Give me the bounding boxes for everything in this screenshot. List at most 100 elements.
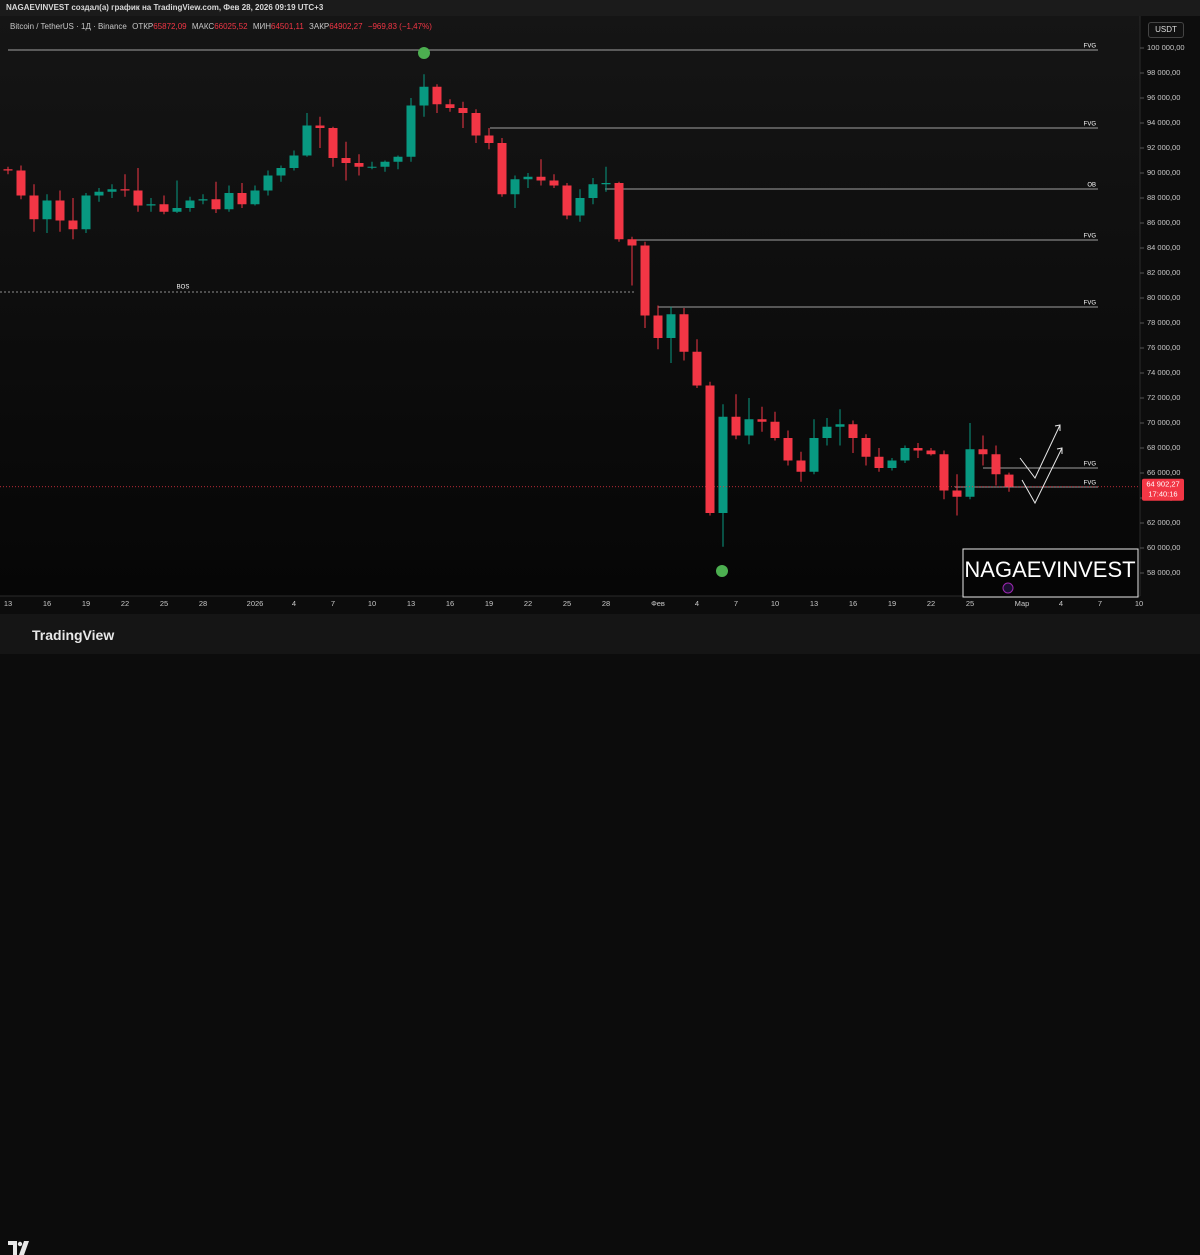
candle-body (562, 185, 572, 216)
candle-body (510, 179, 520, 195)
x-tick-label: 19 (888, 599, 896, 608)
y-tick-label: 76 000,00 (1147, 343, 1180, 352)
x-tick-label: 10 (368, 599, 376, 608)
x-tick-label: 25 (966, 599, 974, 608)
y-tick-label: 84 000,00 (1147, 243, 1180, 252)
watermark: NAGAEVINVEST (964, 557, 1135, 582)
x-tick-label: 25 (160, 599, 168, 608)
candle-body (536, 176, 546, 181)
candle-body (666, 314, 676, 338)
candle-body (315, 125, 325, 128)
candle-body (484, 135, 494, 143)
candle-body (783, 438, 793, 461)
symbol: Bitcoin / TetherUS · 1Д · Binance (10, 22, 127, 31)
x-tick-label: 2026 (247, 599, 264, 608)
x-tick-label: 16 (446, 599, 454, 608)
y-tick-label: 70 000,00 (1147, 418, 1180, 427)
candle-body (588, 184, 598, 198)
currency-button[interactable]: USDT (1148, 22, 1184, 38)
candle-body (913, 448, 923, 451)
candle-body (848, 424, 858, 438)
x-tick-label: 28 (199, 599, 207, 608)
candle-body (159, 204, 169, 212)
candle-body (549, 180, 559, 186)
candle-body (627, 239, 637, 246)
x-tick-label: 10 (771, 599, 779, 608)
low-marker (716, 565, 728, 577)
level-label: FVG (1084, 234, 1097, 240)
candle-body (94, 191, 104, 196)
candle-body (237, 193, 247, 205)
x-tick-label: 7 (734, 599, 738, 608)
candle-body (887, 460, 897, 468)
x-tick-label: 4 (292, 599, 296, 608)
x-tick-label: 16 (43, 599, 51, 608)
x-tick-label: 22 (121, 599, 129, 608)
open-value: 65872,09 (153, 22, 187, 31)
candle-body (276, 168, 286, 176)
level-label: FVG (1084, 44, 1097, 50)
y-tick-label: 96 000,00 (1147, 93, 1180, 102)
arrow (1021, 447, 1063, 505)
projection-arrows (1019, 424, 1063, 505)
close-value: 64902,27 (329, 22, 363, 31)
x-tick-label: 7 (331, 599, 335, 608)
x-tick-label: 28 (602, 599, 610, 608)
arrow (1019, 424, 1061, 479)
candle-body (991, 454, 1001, 475)
y-tick-label: 72 000,00 (1147, 393, 1180, 402)
candle-body (614, 183, 624, 240)
y-tick-label: 98 000,00 (1147, 68, 1180, 77)
candle-body (835, 424, 845, 427)
candle-body (3, 169, 13, 171)
bos-label: BOS (177, 285, 190, 291)
y-tick-label: 80 000,00 (1147, 293, 1180, 302)
candle-body (250, 190, 260, 205)
candle-body (523, 176, 533, 180)
y-tick-label: 74 000,00 (1147, 368, 1180, 377)
x-tick-label: Фев (651, 599, 665, 608)
candle-body (302, 125, 312, 156)
top-bar: NAGAEVINVEST создал(а) график на Trading… (0, 0, 1200, 16)
y-tick-label: 88 000,00 (1147, 193, 1180, 202)
y-tick-label: 92 000,00 (1147, 143, 1180, 152)
candle-body (211, 199, 221, 210)
candle-body (29, 195, 39, 220)
candle-body (380, 161, 390, 167)
price-axis-background (1140, 16, 1200, 614)
y-tick-label: 78 000,00 (1147, 318, 1180, 327)
y-tick-label: 100 000,00 (1147, 43, 1185, 52)
open-label: ОТКР (132, 22, 154, 31)
candle-body (809, 438, 819, 472)
candle-body (393, 156, 403, 162)
y-tick-label: 62 000,00 (1147, 518, 1180, 527)
low-label: МИН (252, 22, 272, 31)
candle-body (718, 416, 728, 513)
candle-body (185, 200, 195, 208)
candle-body (731, 416, 741, 436)
y-tick-label: 90 000,00 (1147, 168, 1180, 177)
low-value: 64501,11 (271, 22, 304, 31)
x-tick-label: 19 (82, 599, 90, 608)
candle-body (55, 200, 65, 221)
x-tick-label: 16 (849, 599, 857, 608)
y-tick-label: 58 000,00 (1147, 568, 1180, 577)
close-label: ЗАКР (309, 22, 330, 31)
y-tick-label: 86 000,00 (1147, 218, 1180, 227)
high-value: 66025,52 (214, 22, 248, 31)
high-label: МАКС (191, 22, 215, 31)
candle-body (653, 315, 663, 338)
logo: TradingView (32, 627, 115, 643)
candle-body (575, 198, 585, 216)
x-tick-label: 13 (810, 599, 818, 608)
candle-body (822, 426, 832, 438)
x-tick-label: 4 (695, 599, 699, 608)
candle-body (601, 183, 611, 185)
x-tick-label: 25 (563, 599, 571, 608)
candle-body (861, 438, 871, 457)
y-tick-label: 60 000,00 (1147, 543, 1180, 552)
candle-body (744, 419, 754, 436)
change: −969,83 (−1,47%) (367, 22, 432, 31)
